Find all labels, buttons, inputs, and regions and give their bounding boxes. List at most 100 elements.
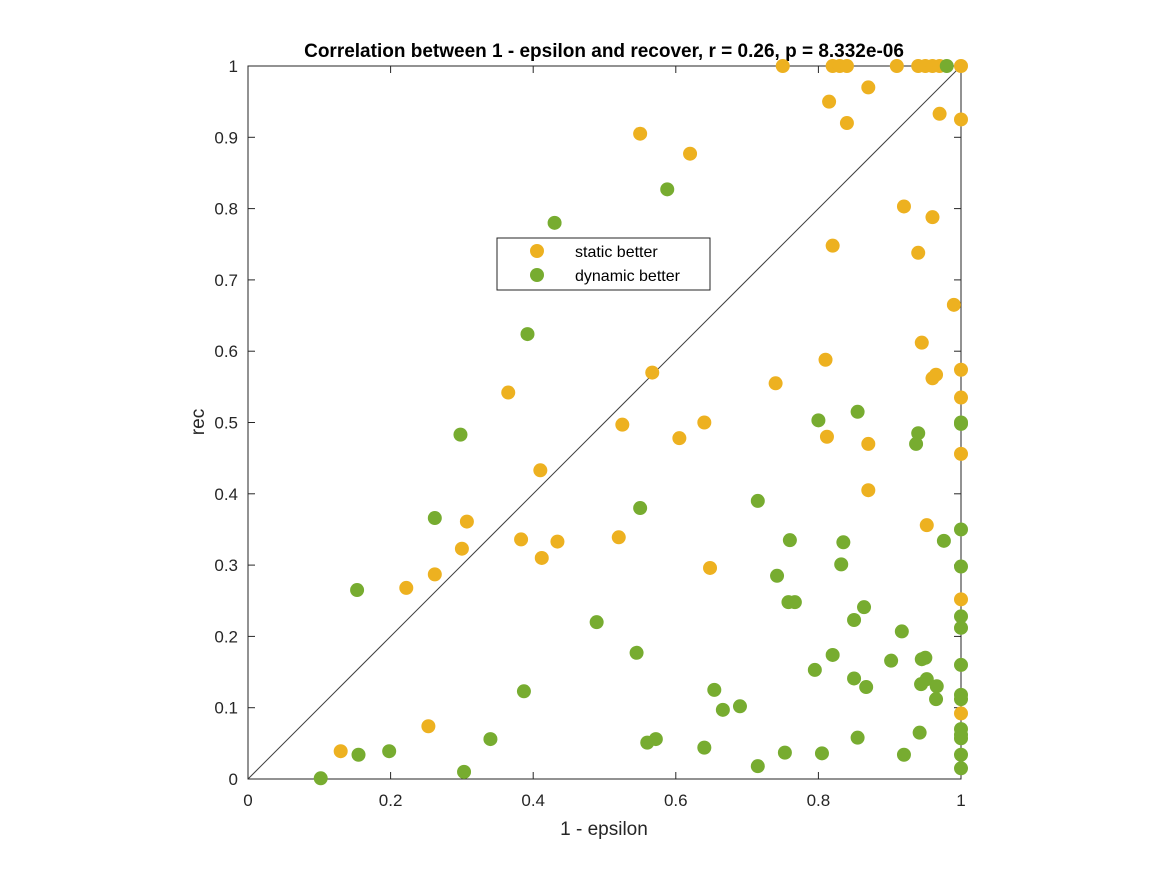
data-point bbox=[909, 436, 924, 451]
y-tick-label: 0 bbox=[229, 770, 238, 789]
data-point bbox=[750, 759, 765, 774]
data-point bbox=[925, 210, 940, 225]
data-point bbox=[861, 80, 876, 95]
data-point bbox=[954, 522, 968, 537]
data-point bbox=[919, 518, 934, 533]
data-point bbox=[589, 615, 604, 630]
data-point bbox=[514, 532, 529, 547]
data-point bbox=[954, 761, 968, 776]
data-point bbox=[453, 427, 468, 442]
data-point bbox=[454, 541, 469, 556]
data-point bbox=[896, 199, 911, 214]
data-point bbox=[912, 725, 927, 740]
data-point bbox=[633, 501, 648, 516]
data-point bbox=[954, 706, 968, 721]
data-point bbox=[457, 764, 472, 779]
data-point bbox=[516, 684, 531, 699]
series-static-better bbox=[333, 59, 968, 759]
data-point bbox=[611, 530, 626, 545]
y-axis-label: rec bbox=[188, 409, 209, 435]
data-point bbox=[954, 112, 968, 127]
data-point bbox=[929, 679, 944, 694]
data-point bbox=[954, 592, 968, 607]
data-point bbox=[421, 719, 436, 734]
y-tick-label: 0.2 bbox=[214, 627, 238, 646]
legend-marker-dynamic-better bbox=[530, 268, 544, 282]
data-point bbox=[350, 583, 365, 598]
data-point bbox=[884, 653, 899, 668]
data-point bbox=[645, 365, 660, 380]
data-point bbox=[834, 557, 849, 572]
data-point bbox=[847, 671, 862, 686]
data-point bbox=[683, 146, 698, 161]
data-point bbox=[954, 692, 968, 707]
data-point bbox=[857, 600, 872, 615]
legend: static better dynamic better bbox=[496, 237, 711, 291]
legend-marker-static-better bbox=[530, 244, 544, 258]
data-point bbox=[946, 297, 961, 312]
data-point bbox=[770, 568, 785, 583]
data-point bbox=[896, 747, 911, 762]
y-axis-ticks: 0 0.1 0.2 0.3 0.4 0.5 0.6 0.7 0.8 0.9 1 bbox=[214, 57, 961, 789]
data-point bbox=[889, 59, 904, 73]
data-point bbox=[697, 415, 712, 430]
y-tick-label: 0.4 bbox=[214, 485, 238, 504]
data-point bbox=[894, 624, 909, 639]
data-point bbox=[954, 362, 968, 377]
data-point bbox=[954, 620, 968, 635]
data-point bbox=[825, 238, 840, 253]
identity-reference-line bbox=[247, 65, 962, 780]
series-dynamic-better bbox=[313, 59, 968, 786]
data-point bbox=[807, 662, 822, 677]
data-point bbox=[715, 702, 730, 717]
data-point bbox=[914, 677, 929, 692]
data-point bbox=[550, 534, 565, 549]
y-tick-label: 0.1 bbox=[214, 699, 238, 718]
data-point bbox=[911, 245, 926, 260]
data-point bbox=[768, 376, 783, 391]
data-point bbox=[615, 417, 630, 432]
data-point bbox=[839, 116, 854, 131]
data-point bbox=[777, 745, 792, 760]
data-point bbox=[954, 731, 968, 746]
data-point bbox=[660, 182, 675, 197]
data-point bbox=[859, 680, 874, 695]
data-point bbox=[333, 744, 348, 759]
data-point bbox=[547, 215, 562, 230]
data-point bbox=[914, 335, 929, 350]
data-point bbox=[672, 431, 687, 446]
data-point bbox=[814, 746, 829, 761]
data-point bbox=[640, 735, 655, 750]
legend-label-dynamic-better: dynamic better bbox=[575, 268, 681, 285]
data-point bbox=[825, 647, 840, 662]
y-tick-label: 0.8 bbox=[214, 200, 238, 219]
x-tick-label: 1 bbox=[956, 791, 965, 810]
chart-title: Correlation between 1 - epsilon and reco… bbox=[304, 41, 904, 62]
data-point bbox=[954, 559, 968, 574]
data-point bbox=[775, 59, 790, 73]
x-tick-label: 0.2 bbox=[379, 791, 403, 810]
data-point bbox=[787, 595, 802, 610]
y-tick-label: 0.5 bbox=[214, 414, 238, 433]
data-point bbox=[911, 426, 926, 441]
data-point bbox=[839, 59, 854, 73]
data-point bbox=[501, 385, 516, 400]
data-point bbox=[313, 771, 328, 786]
data-point bbox=[819, 429, 834, 444]
data-point bbox=[697, 740, 712, 755]
data-point bbox=[932, 106, 947, 121]
data-point bbox=[914, 652, 929, 667]
data-point bbox=[427, 511, 442, 526]
x-axis-label: 1 - epsilon bbox=[560, 819, 648, 840]
plot-area: 0 0.2 0.4 0.6 0.8 1 0 0.1 0.2 0.3 0.4 0.5 0.6 0.7 0.8… bbox=[214, 57, 968, 810]
data-point bbox=[954, 657, 968, 672]
data-point bbox=[382, 744, 397, 759]
data-point bbox=[818, 352, 833, 367]
y-tick-label: 0.7 bbox=[214, 271, 238, 290]
data-point bbox=[939, 59, 954, 73]
data-point bbox=[954, 446, 968, 461]
y-tick-label: 0.3 bbox=[214, 556, 238, 575]
data-point bbox=[925, 371, 940, 386]
data-point bbox=[861, 436, 876, 451]
